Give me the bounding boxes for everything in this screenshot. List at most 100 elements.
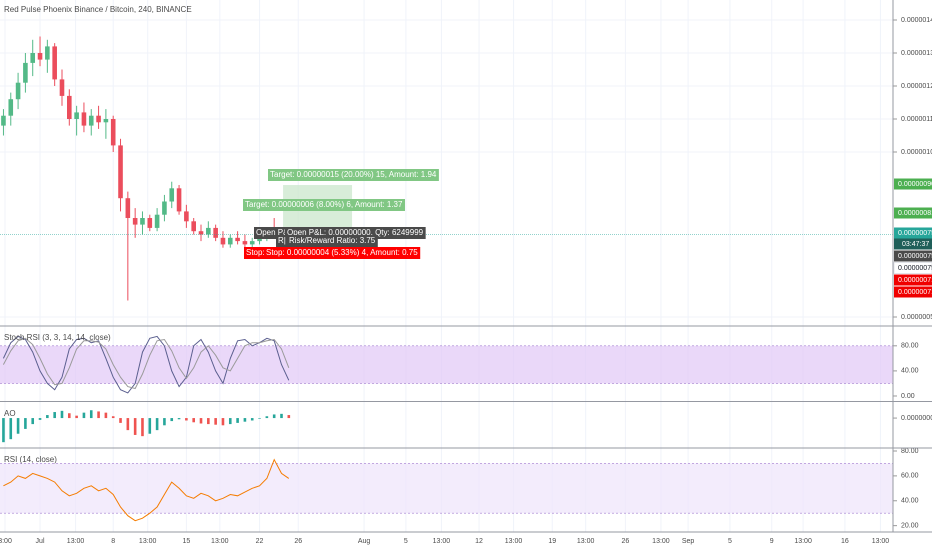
y-tick-label: 80.00 bbox=[901, 448, 919, 455]
ao-bar bbox=[163, 418, 166, 426]
y-tick-label: 0.00000130 bbox=[901, 50, 932, 57]
candle-body bbox=[45, 46, 50, 60]
ao-bar bbox=[60, 410, 64, 419]
ao-bar bbox=[31, 418, 35, 425]
ao-bar bbox=[228, 418, 232, 425]
band bbox=[0, 463, 893, 514]
candle-body bbox=[242, 241, 248, 245]
ao-bar bbox=[192, 418, 195, 423]
ao-bar bbox=[141, 418, 144, 437]
candle-body bbox=[96, 115, 101, 123]
price-label-box bbox=[894, 178, 932, 190]
ao-bar bbox=[97, 411, 100, 419]
candle-body bbox=[74, 112, 79, 120]
x-tick-label: 5 bbox=[404, 538, 408, 545]
x-tick-label: Aug bbox=[358, 538, 371, 545]
candle-body bbox=[1, 115, 6, 126]
annotation: Target: 0.00000015 (20.00%) 15, Amount: … bbox=[270, 170, 437, 179]
x-tick-label: 13:00 bbox=[872, 538, 890, 545]
chart-title: Red Pulse Phoenix Binance / Bitcoin, 240… bbox=[4, 5, 192, 14]
price-label-box bbox=[894, 250, 932, 262]
y-tick-label: 0.00000000 bbox=[901, 415, 932, 422]
panel-title: RSI (14, close) bbox=[4, 455, 57, 464]
candle-body bbox=[23, 62, 28, 83]
candle-body bbox=[59, 79, 65, 96]
price-label-box bbox=[894, 286, 932, 298]
candle-body bbox=[67, 95, 72, 120]
annotation: Stop: 0.00000004 (5.33%) 4, Amount: 0.75 bbox=[266, 248, 418, 257]
y-tick-label: 0.00000120 bbox=[901, 83, 932, 90]
y-tick-label: 80.00 bbox=[901, 343, 919, 350]
stoch-line bbox=[2, 335, 290, 394]
ao-bar bbox=[185, 418, 188, 421]
rsi-line bbox=[3, 458, 290, 522]
price-label-box bbox=[894, 274, 932, 286]
ao-bar bbox=[2, 418, 5, 443]
x-tick-label: 19 bbox=[548, 538, 556, 545]
candle-body bbox=[227, 237, 233, 245]
x-tick-label: 26 bbox=[622, 538, 630, 545]
annotation: R| bbox=[278, 236, 286, 245]
candle-body bbox=[213, 227, 218, 238]
ao-bar bbox=[155, 418, 159, 431]
candle-body bbox=[169, 188, 175, 202]
candle-body bbox=[235, 237, 240, 242]
countdown: 03:47:37 bbox=[902, 241, 929, 248]
x-tick-label: 5 bbox=[728, 538, 732, 545]
ao-bar bbox=[243, 418, 247, 422]
candle-body bbox=[15, 82, 21, 100]
x-tick-label: 13:00 bbox=[211, 538, 229, 545]
annotation-box bbox=[276, 235, 288, 247]
x-tick-label: 13:00 bbox=[67, 538, 85, 545]
ao-bar bbox=[207, 418, 210, 425]
ao-bar bbox=[38, 418, 42, 420]
ao-bar bbox=[133, 418, 137, 435]
ao-bar bbox=[258, 418, 261, 419]
ao-bar bbox=[250, 418, 254, 421]
ao-bar bbox=[287, 415, 291, 419]
y-tick-label: 0.00000050 bbox=[901, 314, 932, 321]
annotation: Stop: 0.0 bbox=[246, 248, 279, 257]
x-tick-label: 26 bbox=[294, 538, 302, 545]
ao-bar bbox=[46, 415, 49, 419]
price-label: 0.00000071 bbox=[898, 289, 932, 296]
x-tick-label: 12 bbox=[475, 538, 483, 545]
price-label: 0.00000090 bbox=[898, 181, 932, 188]
ao-bar bbox=[111, 416, 115, 419]
x-tick-label: 13:00 bbox=[652, 538, 670, 545]
x-tick-label: 15 bbox=[182, 538, 190, 545]
price-label: 0.00000075 bbox=[898, 230, 932, 237]
countdown-box bbox=[894, 238, 932, 250]
x-tick-label: Jul bbox=[36, 538, 45, 545]
ao-bar bbox=[16, 418, 20, 434]
price-label-box bbox=[893, 262, 932, 274]
ao-bar bbox=[221, 418, 225, 426]
candle-body bbox=[176, 188, 182, 212]
ao-bar bbox=[75, 415, 78, 419]
panel-title: AO bbox=[4, 409, 16, 418]
price-label: 0.00000071 bbox=[898, 277, 932, 284]
x-tick-label: 13:00 bbox=[577, 538, 595, 545]
candle-body bbox=[162, 201, 167, 215]
candle-body bbox=[140, 218, 145, 225]
candle-body bbox=[125, 198, 131, 219]
annotation: Risk/Reward Ratio: 3.75 bbox=[289, 236, 376, 245]
ao-bar bbox=[104, 412, 108, 419]
annotation: Open P&L: 0.00000000, Qty: 6249999 bbox=[287, 228, 424, 237]
ao-bar bbox=[199, 418, 203, 424]
ao-bar bbox=[265, 416, 269, 419]
ao-bar bbox=[82, 412, 86, 419]
x-tick-label: Sep bbox=[682, 538, 695, 545]
y-tick-label: 40.00 bbox=[901, 498, 919, 505]
candle-body bbox=[118, 145, 123, 199]
price-label: 0.00000075 bbox=[898, 253, 932, 260]
price-label-box bbox=[894, 207, 932, 219]
ao-bar bbox=[272, 414, 276, 419]
x-tick-label: 22 bbox=[256, 538, 264, 545]
candle-body bbox=[30, 53, 36, 63]
ao-bar bbox=[148, 418, 152, 434]
x-tick-label: 8 bbox=[111, 538, 115, 545]
price-axis: 3:00 Jul 13:00 8 13:00 15 13:00 22 26 Aug 5 13:00 12… bbox=[0, 17, 932, 545]
